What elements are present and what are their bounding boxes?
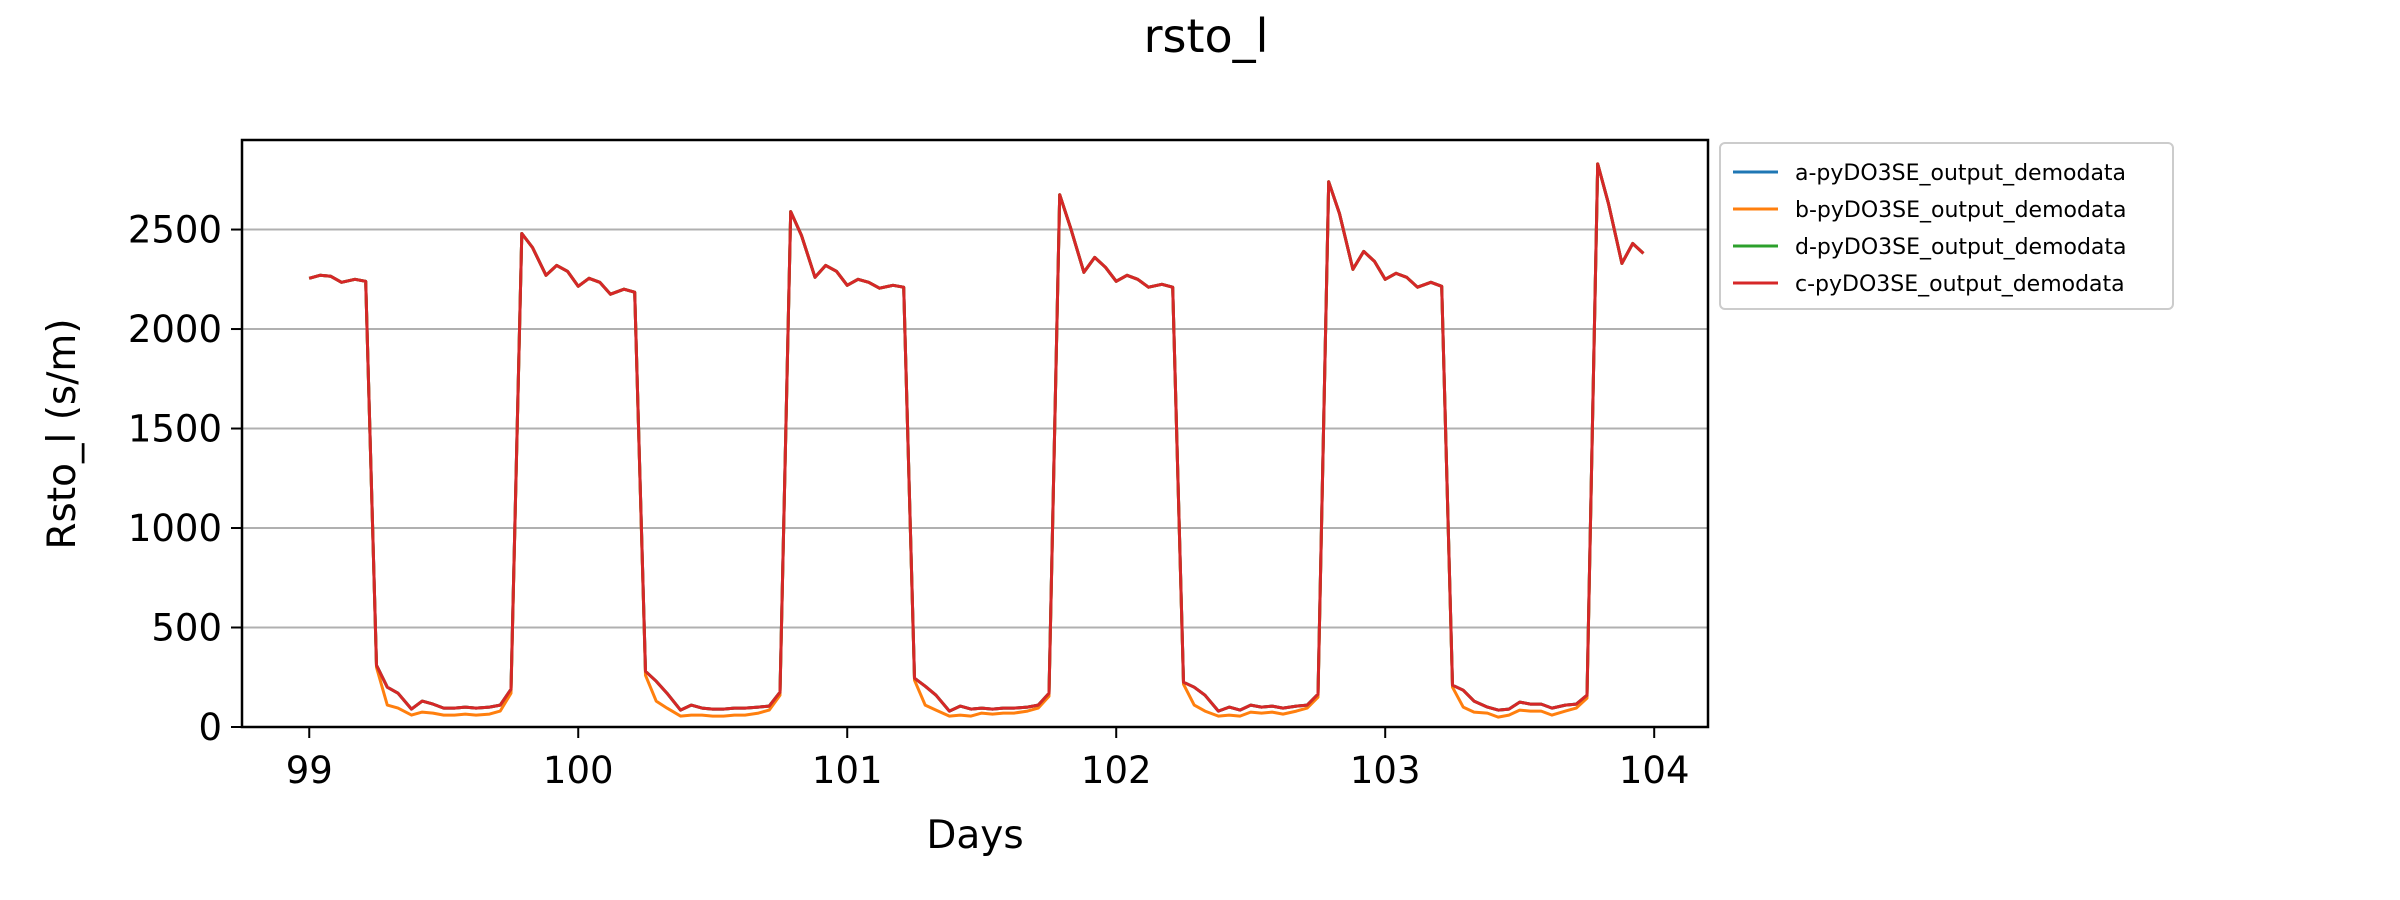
y-tick-label: 2500 (128, 209, 222, 252)
x-tick-label: 104 (1619, 749, 1690, 792)
plot-frame (240, 138, 1710, 729)
x-tick-label: 101 (812, 749, 883, 792)
series-lines (308, 162, 1645, 719)
y-axis: 0 500 1000 1500 2000 2500 (128, 209, 242, 749)
legend-label: c-pyDO3SE_output_demodata (1795, 272, 2125, 297)
series-line-c-pyDO3SE_output_demodata (308, 162, 1645, 713)
y-tick-label: 1500 (128, 408, 222, 451)
legend-label: b-pyDO3SE_output_demodata (1795, 198, 2127, 223)
legend-frame (1719, 142, 2174, 310)
legend: a-pyDO3SE_output_demodata b-pyDO3SE_outpu… (1719, 142, 2174, 310)
y-axis-label: Rsto_l (s/m) (40, 318, 85, 549)
x-tick-label: 100 (543, 749, 614, 792)
y-tick-label: 2000 (128, 308, 222, 351)
x-axis: 99 100 101 102 103 104 (286, 727, 1690, 792)
series-line-a-pyDO3SE_output_demodata (308, 162, 1645, 713)
chart-title: rsto_l (1144, 9, 1269, 63)
x-tick-label: 103 (1350, 749, 1421, 792)
x-axis-label: Days (926, 813, 1023, 858)
series-line-d-pyDO3SE_output_demodata (308, 162, 1645, 713)
grid-lines (242, 228, 1708, 629)
legend-label: d-pyDO3SE_output_demodata (1795, 235, 2127, 260)
legend-label: a-pyDO3SE_output_demodata (1795, 161, 2126, 186)
series-line-b-pyDO3SE_output_demodata (308, 162, 1645, 719)
x-tick-label: 99 (286, 749, 333, 792)
y-tick-label: 500 (151, 607, 222, 650)
y-tick-label: 0 (198, 706, 222, 749)
y-tick-label: 1000 (128, 507, 222, 550)
x-tick-label: 102 (1081, 749, 1152, 792)
